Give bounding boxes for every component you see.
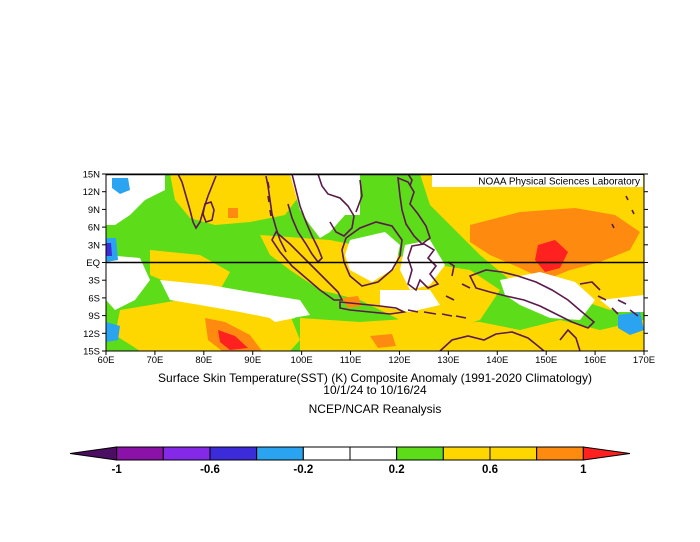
lat-tick-label: 9S [88,311,100,322]
lat-tick-label: 9N [88,205,100,216]
lon-tick-label: 100E [291,355,313,366]
lon-tick-label: 110E [340,355,361,366]
field-orange-south-indian [205,318,262,351]
field-white-south [260,298,295,322]
field-orange-small-c [370,334,396,348]
philippines-coast [397,176,431,246]
andaman-islands [267,181,272,217]
field-cyan-southwest [106,322,120,342]
lon-tick-label: 120E [388,355,410,366]
colorbar-swatch [442,446,491,461]
field-yellow-west [150,250,230,290]
field-red-south-indian [218,330,248,350]
field-red-pacific [535,240,568,272]
colorbar-swatch [349,446,398,461]
colorbar-swatch [582,446,631,461]
colorbar-swatch [396,446,444,461]
colorbar-label: 0.2 [389,464,405,476]
coastlines [177,174,639,351]
sri-lanka-coast [202,200,215,224]
lesser-sunda [407,309,467,319]
credit-text: NOAA Physical Sciences Laboratory [478,177,640,188]
colorbar-label: -1 [112,464,123,476]
maluku-islands [445,261,471,301]
colorbar-swatch [536,446,584,461]
credit-box [432,175,643,187]
field-white-borneo [345,232,400,282]
malay-peninsula [287,174,323,264]
colorbar-label: 1 [580,464,587,476]
solomon-islands [617,299,639,317]
lon-tick-label: 90E [244,355,261,366]
lon-tick-label: 70E [146,355,163,366]
taiwan-coast [407,174,413,187]
source-label: NCEP/NCAR Reanalysis [309,402,442,416]
colorbar-swatch [116,446,164,461]
title-line-1: Surface Skin Temperature(SST) (K) Compos… [158,371,592,385]
lat-tick-label: 15N [83,170,101,181]
field-white-west-eq [106,255,150,310]
lat-tick-label: 3S [88,276,100,287]
lat-tick-label: 12N [83,187,101,198]
field-blue-west-eq [106,243,112,256]
lat-tick-label: 6S [88,293,100,304]
lat-tick-label: EQ [86,258,100,269]
title-line-2: 10/1/24 to 10/16/24 [323,383,427,397]
lon-tick-label: 130E [437,355,459,366]
australia-north-coast [439,328,581,351]
field-white-indochina [290,174,360,238]
field-orange-small-b [342,296,362,308]
colorbar-swatch [162,446,211,461]
pacific-islets [611,195,635,229]
lat-tick-label: 12S [83,329,100,340]
bismarck-islands [579,281,619,315]
field-cyan-northwest [112,178,130,194]
longitude-axis: 60E 70E 80E 90E 100E 110E 120E 130E 140E 150E 160E… [98,351,655,366]
field-orange-small-a [228,208,238,218]
sumatra-coast [271,230,344,301]
lon-tick-label: 170E [633,355,655,366]
colorbar-label: -0.6 [200,464,220,476]
new-guinea-coast [468,269,596,329]
field-yellow-central [260,235,500,330]
lon-tick-label: 60E [98,355,115,366]
colorbar-swatch [302,446,351,461]
field-white-java-sea [380,290,440,312]
colorbar-swatch [489,446,538,461]
lon-tick-label: 150E [535,355,557,366]
lon-tick-label: 140E [486,355,508,366]
indochina-coast [317,174,363,237]
colorbar-swatch [256,446,304,461]
lon-tick-label: 80E [195,355,212,366]
lat-tick-label: 15S [83,347,100,358]
field-cyan-southeast [618,312,644,335]
field-white-far-southeast [600,295,644,312]
colorbar-swatch [69,446,118,461]
colorbar-label: -0.2 [293,464,313,476]
colorbar-swatch [209,446,258,461]
lon-tick-label: 160E [584,355,606,366]
field-white-newguinea [500,272,595,320]
lat-tick-label: 6N [88,223,100,234]
india-coast [177,174,217,230]
latitude-axis: 15N 12N 9N 6N 3N EQ 3S 6S 9S 12S 15S [83,170,648,358]
sulawesi-coast [407,243,440,292]
colorbar: -1 -0.6 -0.2 0.2 0.6 1 [69,446,631,476]
lat-tick-label: 3N [88,240,100,251]
colorbar-label: 0.6 [482,464,498,476]
java-coast [339,301,407,315]
